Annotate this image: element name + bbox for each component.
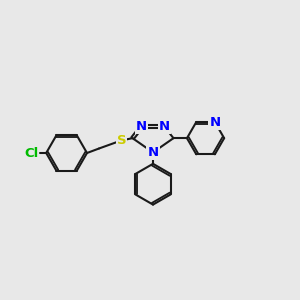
Text: N: N [209,116,220,129]
Text: Cl: Cl [24,146,38,160]
Text: S: S [117,134,126,147]
Text: N: N [159,120,170,133]
Text: N: N [147,146,159,159]
Text: N: N [136,120,147,133]
